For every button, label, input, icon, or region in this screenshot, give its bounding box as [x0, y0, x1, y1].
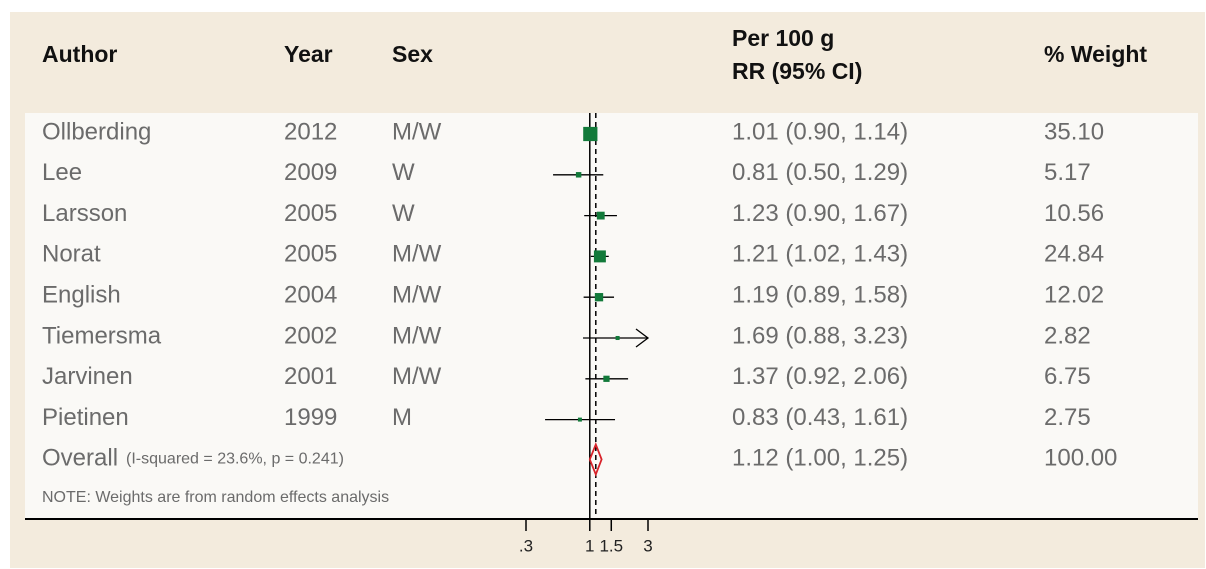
header-rr: RR (95% CI): [732, 58, 862, 84]
sex: M/W: [392, 241, 442, 268]
weight-box: [594, 293, 604, 302]
weight-box: [596, 211, 605, 220]
weight-label: 12.02: [1044, 282, 1104, 309]
year: 2009: [284, 159, 337, 186]
weight-box: [575, 172, 582, 178]
weight-box: [603, 375, 610, 382]
x-tick-label: 1: [585, 536, 594, 555]
year: 2001: [284, 363, 337, 390]
weight-label: 100.00: [1044, 445, 1117, 472]
x-tick-label: 1.5: [599, 536, 623, 555]
author: Norat: [42, 241, 101, 268]
header-author: Author: [42, 41, 117, 67]
ci-label: 1.69 (0.88, 3.23): [732, 322, 908, 349]
overall-diamond: [588, 441, 603, 477]
sex: W: [392, 200, 415, 227]
ci-label: 1.01 (0.90, 1.14): [732, 118, 908, 145]
year: 2004: [284, 282, 337, 309]
sex: M: [392, 404, 412, 431]
weight-box: [615, 335, 620, 341]
overall-label: Overall (I-squared = 23.6%, p = 0.241): [42, 445, 344, 472]
sex: M/W: [392, 322, 442, 349]
overall-name: Overall: [42, 445, 118, 472]
weight-label: 24.84: [1044, 241, 1104, 268]
year: 1999: [284, 404, 337, 431]
author: Larsson: [42, 200, 127, 227]
weight-label: 2.75: [1044, 404, 1091, 431]
author: Pietinen: [42, 404, 129, 431]
sex: M/W: [392, 282, 442, 309]
ci-label: 1.23 (0.90, 1.67): [732, 200, 908, 227]
year: 2012: [284, 118, 337, 145]
year: 2005: [284, 241, 337, 268]
ci-arrow: [635, 328, 650, 348]
overall-stats: (I-squared = 23.6%, p = 0.241): [126, 451, 344, 468]
x-tick-label: 3: [643, 536, 652, 555]
author: Lee: [42, 159, 82, 186]
header-year: Year: [284, 41, 333, 67]
weight-label: 6.75: [1044, 363, 1091, 390]
author: Jarvinen: [42, 363, 133, 390]
ci-label: 0.83 (0.43, 1.61): [732, 404, 908, 431]
weight-box: [583, 126, 598, 142]
weight-box: [577, 417, 582, 422]
note: NOTE: Weights are from random effects an…: [42, 489, 389, 506]
ci-label: 0.81 (0.50, 1.29): [732, 159, 908, 186]
ci-label: 1.37 (0.92, 2.06): [732, 363, 908, 390]
sex: W: [392, 159, 415, 186]
ci-label: 1.19 (0.89, 1.58): [732, 282, 908, 309]
panel: [25, 113, 1198, 519]
author: English: [42, 282, 121, 309]
weight-box: [593, 250, 606, 263]
author: Ollberding: [42, 118, 151, 145]
ci-label: 1.21 (1.02, 1.43): [732, 241, 908, 268]
ci-label: 1.12 (1.00, 1.25): [732, 445, 908, 472]
sex: M/W: [392, 363, 442, 390]
x-tick-label: .3: [519, 536, 533, 555]
weight-label: 35.10: [1044, 118, 1104, 145]
year: 2005: [284, 200, 337, 227]
header-rr: Per 100 g: [732, 25, 834, 51]
author: Tiemersma: [42, 322, 162, 349]
weight-label: 10.56: [1044, 200, 1104, 227]
year: 2002: [284, 322, 337, 349]
weight-label: 5.17: [1044, 159, 1091, 186]
header-sex: Sex: [392, 41, 433, 67]
header-weight: % Weight: [1044, 41, 1147, 67]
sex: M/W: [392, 118, 442, 145]
weight-label: 2.82: [1044, 322, 1091, 349]
